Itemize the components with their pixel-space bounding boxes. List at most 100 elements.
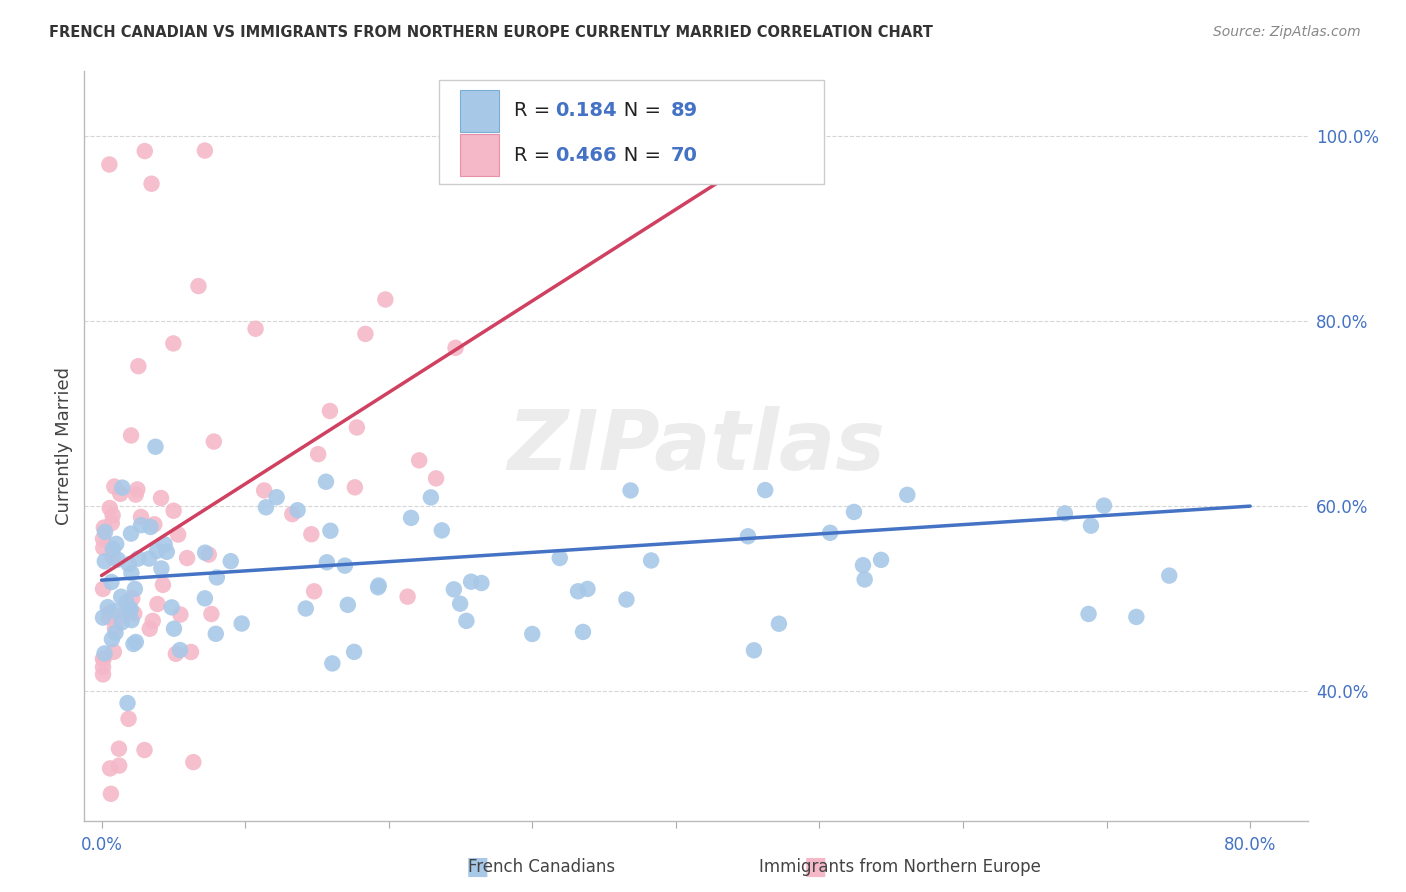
Point bbox=[194, 591, 217, 606]
Text: Immigrants from Northern Europe: Immigrants from Northern Europe bbox=[759, 858, 1040, 876]
Point bbox=[374, 293, 396, 307]
Point bbox=[1080, 518, 1102, 533]
Point bbox=[120, 602, 142, 616]
Point bbox=[1053, 507, 1076, 521]
Point bbox=[104, 604, 127, 618]
Point bbox=[456, 614, 478, 628]
Text: FRENCH CANADIAN VS IMMIGRANTS FROM NORTHERN EUROPE CURRENTLY MARRIED CORRELATION: FRENCH CANADIAN VS IMMIGRANTS FROM NORTH… bbox=[49, 25, 934, 40]
Point bbox=[97, 600, 120, 615]
Point bbox=[176, 551, 198, 566]
Text: 70: 70 bbox=[671, 145, 697, 164]
Point bbox=[336, 598, 359, 612]
Point bbox=[94, 554, 117, 568]
Point bbox=[138, 551, 160, 566]
Point bbox=[103, 479, 125, 493]
Point bbox=[146, 544, 169, 558]
Point bbox=[187, 279, 209, 293]
Point bbox=[367, 578, 389, 592]
Point bbox=[197, 548, 219, 562]
Point bbox=[343, 645, 366, 659]
Point bbox=[91, 532, 114, 546]
Point bbox=[818, 525, 841, 540]
Point bbox=[98, 761, 121, 775]
Point bbox=[98, 606, 121, 620]
Point bbox=[91, 541, 114, 555]
Point bbox=[266, 490, 288, 504]
Point bbox=[315, 475, 337, 489]
Point bbox=[163, 622, 186, 636]
Text: N =: N = bbox=[606, 145, 668, 164]
Point bbox=[100, 516, 122, 530]
Point bbox=[143, 517, 166, 532]
Point bbox=[200, 607, 222, 621]
Point bbox=[572, 624, 595, 639]
Point bbox=[101, 550, 124, 565]
Point bbox=[548, 551, 571, 566]
Point bbox=[167, 527, 190, 541]
Text: 89: 89 bbox=[671, 102, 697, 120]
Point bbox=[152, 578, 174, 592]
Point bbox=[567, 584, 589, 599]
Point bbox=[870, 553, 893, 567]
Point bbox=[619, 483, 641, 498]
Point bbox=[754, 483, 776, 497]
Point bbox=[470, 576, 492, 591]
Point bbox=[640, 553, 662, 567]
Point bbox=[444, 341, 467, 355]
Point bbox=[111, 481, 134, 495]
Point bbox=[194, 546, 217, 560]
Point bbox=[118, 558, 141, 572]
Point bbox=[118, 603, 141, 617]
Point bbox=[108, 741, 131, 756]
Y-axis label: Currently Married: Currently Married bbox=[55, 367, 73, 525]
Point bbox=[408, 453, 430, 467]
Text: 0.466: 0.466 bbox=[555, 145, 617, 164]
Text: N =: N = bbox=[606, 102, 668, 120]
Point bbox=[354, 326, 377, 341]
Point bbox=[194, 144, 217, 158]
Point bbox=[127, 483, 149, 497]
Text: ■: ■ bbox=[467, 855, 489, 879]
Point bbox=[150, 491, 173, 505]
Point bbox=[129, 510, 152, 524]
Point bbox=[100, 574, 122, 589]
Point bbox=[616, 592, 638, 607]
Point bbox=[93, 647, 115, 661]
Point bbox=[742, 643, 765, 657]
Point bbox=[430, 524, 453, 538]
Point bbox=[768, 616, 790, 631]
Point bbox=[101, 508, 124, 523]
Point bbox=[146, 597, 169, 611]
Point bbox=[111, 608, 134, 623]
Point bbox=[253, 483, 276, 498]
Point bbox=[204, 627, 226, 641]
Point bbox=[219, 554, 242, 568]
Point bbox=[299, 527, 322, 541]
Point bbox=[117, 696, 139, 710]
Point bbox=[576, 582, 599, 596]
FancyBboxPatch shape bbox=[460, 90, 499, 131]
Point bbox=[120, 605, 142, 619]
Point bbox=[125, 635, 148, 649]
Point bbox=[108, 758, 131, 772]
Point bbox=[165, 647, 187, 661]
Point bbox=[852, 558, 875, 573]
Point bbox=[443, 582, 465, 597]
Point bbox=[162, 504, 184, 518]
Point bbox=[117, 712, 139, 726]
Point bbox=[180, 645, 202, 659]
Point bbox=[121, 591, 143, 606]
Point bbox=[896, 488, 918, 502]
Text: ■: ■ bbox=[804, 855, 827, 879]
Point bbox=[134, 144, 156, 158]
Point bbox=[98, 501, 121, 516]
Text: Source: ZipAtlas.com: Source: ZipAtlas.com bbox=[1213, 25, 1361, 39]
Point bbox=[853, 573, 876, 587]
Point bbox=[153, 537, 176, 551]
Point bbox=[91, 652, 114, 666]
Point bbox=[1159, 568, 1181, 582]
Point bbox=[127, 551, 149, 566]
Point bbox=[104, 625, 127, 640]
Point bbox=[307, 447, 329, 461]
Point bbox=[91, 582, 114, 596]
